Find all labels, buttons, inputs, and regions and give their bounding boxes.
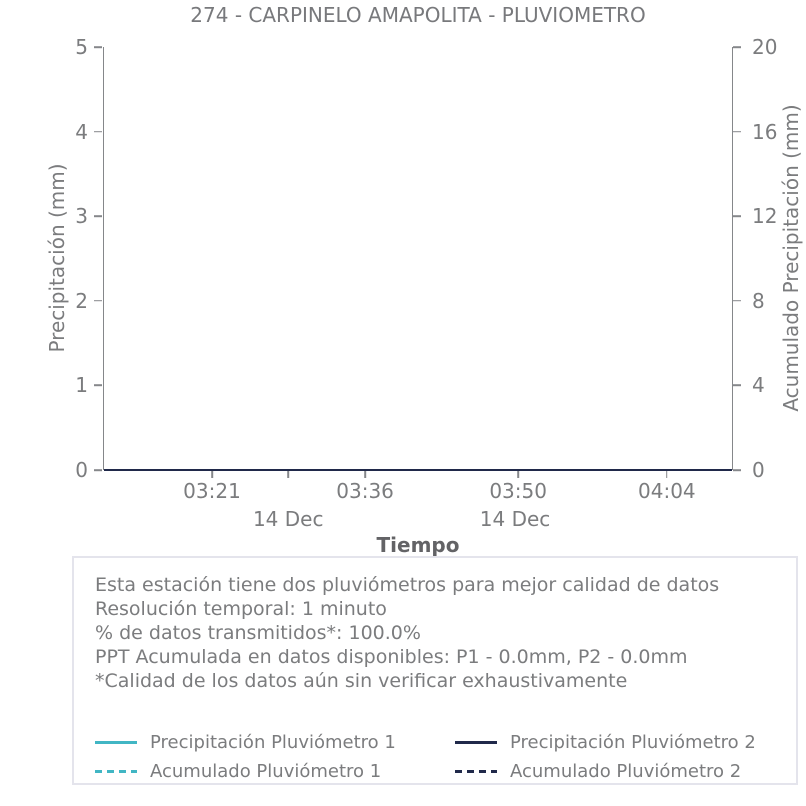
info-line: PPT Acumulada en datos disponibles: P1 -… xyxy=(95,646,688,668)
legend-entry: Acumulado Pluviómetro 2 xyxy=(455,759,756,783)
chart-title: 274 - CARPINELO AMAPOLITA - PLUVIOMETRO xyxy=(190,3,646,27)
x-tick-label: 03:36 xyxy=(336,479,394,503)
x-tick-label: 03:50 xyxy=(489,479,547,503)
info-line: % de datos transmitidos*: 100.0% xyxy=(95,622,421,644)
plot-area xyxy=(103,47,733,471)
legend-line-swatch xyxy=(455,740,497,744)
legend-line-swatch xyxy=(95,740,137,744)
legend-label: Precipitación Pluviómetro 2 xyxy=(510,731,756,753)
series-line xyxy=(104,468,732,471)
x-tick-label: 03:21 xyxy=(183,479,241,503)
y-tick-label-right: 0 xyxy=(752,458,765,482)
y-axis-left-label: Precipitación (mm) xyxy=(45,163,69,353)
info-box: Esta estación tiene dos pluviómetros par… xyxy=(72,556,798,785)
x-date-label: 14 Dec xyxy=(252,507,324,531)
y-tick-label-right: 16 xyxy=(752,119,778,144)
legend-label: Precipitación Pluviómetro 1 xyxy=(150,731,396,753)
y-tick-right xyxy=(733,300,741,302)
y-tick-label-left: 1 xyxy=(75,373,88,398)
info-line: Resolución temporal: 1 minuto xyxy=(95,598,387,620)
y-tick-left xyxy=(93,469,102,471)
x-axis-label: Tiempo xyxy=(376,533,460,557)
x-tick xyxy=(211,470,213,478)
info-line: *Calidad de los datos aún sin verificar … xyxy=(95,670,628,692)
y-tick-label-left: 0 xyxy=(75,458,88,482)
y-tick-left xyxy=(93,384,102,387)
y-tick-label-right: 12 xyxy=(752,204,778,229)
y-tick-right xyxy=(733,130,741,133)
y-tick-label-left: 2 xyxy=(75,288,88,313)
legend-entry: Precipitación Pluviómetro 1 xyxy=(95,730,455,754)
x-tick xyxy=(364,470,366,478)
legend: Precipitación Pluviómetro 1 Precipitación… xyxy=(95,730,756,783)
legend-label: Acumulado Pluviómetro 1 xyxy=(150,760,382,782)
y-tick-left xyxy=(93,215,102,217)
y-axis-right-label: Acumulado Precipitación (mm) xyxy=(779,104,803,412)
x-tick xyxy=(517,470,519,478)
y-tick-left xyxy=(93,46,102,48)
y-tick-left xyxy=(93,130,102,133)
x-tick xyxy=(287,470,290,478)
y-tick-right xyxy=(733,384,741,387)
legend-line-swatch xyxy=(95,769,137,773)
y-tick-label-left: 5 xyxy=(75,35,88,59)
legend-line-swatch xyxy=(455,769,497,773)
y-tick-label-left: 3 xyxy=(75,204,88,229)
y-tick-right xyxy=(733,46,741,48)
legend-entry: Acumulado Pluviómetro 1 xyxy=(95,759,455,783)
y-tick-left xyxy=(93,300,102,302)
info-lines: Esta estación tiene dos pluviómetros par… xyxy=(95,573,786,693)
legend-entry: Precipitación Pluviómetro 2 xyxy=(455,730,756,754)
y-tick-label-right: 8 xyxy=(752,288,765,313)
info-line: Esta estación tiene dos pluviómetros par… xyxy=(95,574,720,596)
x-tick-label: 04:04 xyxy=(638,479,696,503)
y-tick-right xyxy=(733,469,741,471)
y-tick-label-right: 4 xyxy=(752,373,765,398)
x-tick xyxy=(666,470,668,478)
legend-label: Acumulado Pluviómetro 2 xyxy=(510,760,742,782)
x-date-label: 14 Dec xyxy=(479,507,551,531)
y-tick-right xyxy=(733,215,741,217)
y-tick-label-right: 20 xyxy=(752,35,778,59)
y-tick-label-left: 4 xyxy=(75,119,88,144)
